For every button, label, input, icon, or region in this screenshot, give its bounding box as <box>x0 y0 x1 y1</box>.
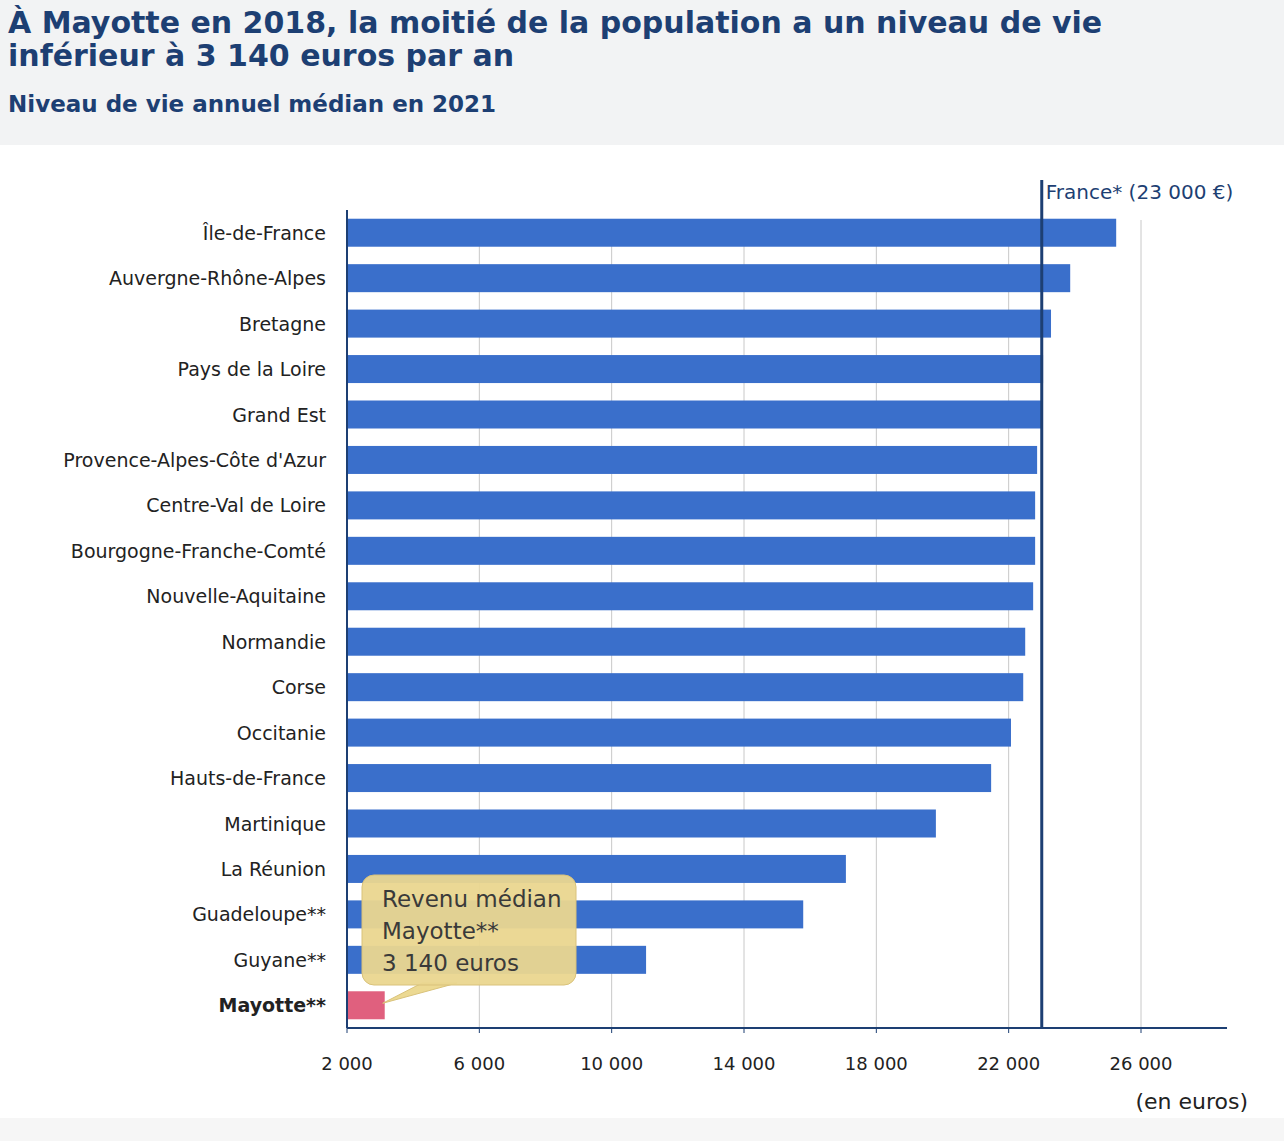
bar <box>347 719 1011 747</box>
callout-text: Revenu médian <box>382 886 562 912</box>
bar <box>347 355 1043 383</box>
tick <box>1008 1028 1009 1033</box>
callout-text: 3 140 euros <box>382 950 519 976</box>
grid-line <box>876 220 877 1028</box>
reference-label: France* (23 000 €) <box>1046 180 1234 204</box>
tick-label: 22 000 <box>977 1053 1040 1074</box>
tick <box>744 1028 745 1033</box>
category-label: Guyane** <box>234 949 326 971</box>
header-background <box>0 0 1284 145</box>
chart: À Mayotte en 2018, la moitié de la popul… <box>0 0 1284 1141</box>
bar <box>347 673 1023 701</box>
bars <box>347 219 1116 1020</box>
tick <box>1141 1028 1142 1033</box>
tick-label: 10 000 <box>580 1053 643 1074</box>
category-label: Grand Est <box>232 404 326 426</box>
category-label: Normandie <box>221 631 326 653</box>
bar <box>347 219 1116 247</box>
tick <box>876 1028 877 1033</box>
callout-text: Mayotte** <box>382 918 499 944</box>
category-label: Provence-Alpes-Côte d'Azur <box>63 449 326 471</box>
tick-label: 26 000 <box>1110 1053 1173 1074</box>
tick <box>347 1028 348 1033</box>
y-axis <box>346 210 348 1028</box>
bar <box>347 401 1042 429</box>
category-label: Auvergne-Rhône-Alpes <box>109 267 326 289</box>
tick-label: 14 000 <box>713 1053 776 1074</box>
category-label: Occitanie <box>237 722 326 744</box>
bar <box>347 264 1070 292</box>
category-label: Centre-Val de Loire <box>146 494 326 516</box>
title-line: À Mayotte en 2018, la moitié de la popul… <box>8 5 1102 40</box>
bar <box>347 810 936 838</box>
bar <box>347 537 1035 565</box>
category-label: Nouvelle-Aquitaine <box>146 585 326 607</box>
category-label: La Réunion <box>221 858 326 880</box>
bar <box>347 446 1037 474</box>
tick-label: 18 000 <box>845 1053 908 1074</box>
footer-background <box>0 1118 1284 1141</box>
category-label: Bretagne <box>239 313 326 335</box>
callout-box <box>362 875 576 985</box>
grid-line <box>1008 220 1009 1028</box>
axis-label: (en euros) <box>1135 1089 1248 1114</box>
callout-pointer <box>383 983 457 1003</box>
category-label: Mayotte** <box>218 994 326 1016</box>
grid-line <box>1141 220 1142 1028</box>
category-label: Martinique <box>224 813 326 835</box>
tick <box>479 1028 480 1033</box>
tick <box>611 1028 612 1033</box>
bar <box>347 991 385 1019</box>
bar <box>347 582 1033 610</box>
category-label: Corse <box>272 676 326 698</box>
subtitle: Niveau de vie annuel médian en 2021 <box>8 91 496 117</box>
category-label: Île-de-France <box>202 222 326 244</box>
title: À Mayotte en 2018, la moitié de la popul… <box>8 5 1102 73</box>
tick-label: 2 000 <box>321 1053 373 1074</box>
bar <box>347 628 1025 656</box>
category-label: Pays de la Loire <box>178 358 326 380</box>
bar <box>347 310 1051 338</box>
bar <box>347 764 991 792</box>
reference-line <box>1040 180 1043 1028</box>
category-label: Guadeloupe** <box>192 903 326 925</box>
tick-label: 6 000 <box>454 1053 506 1074</box>
category-label: Hauts-de-France <box>170 767 326 789</box>
title-line: inférieur à 3 140 euros par an <box>8 38 514 73</box>
bar <box>347 491 1035 519</box>
category-label: Bourgogne-Franche-Comté <box>71 540 326 562</box>
